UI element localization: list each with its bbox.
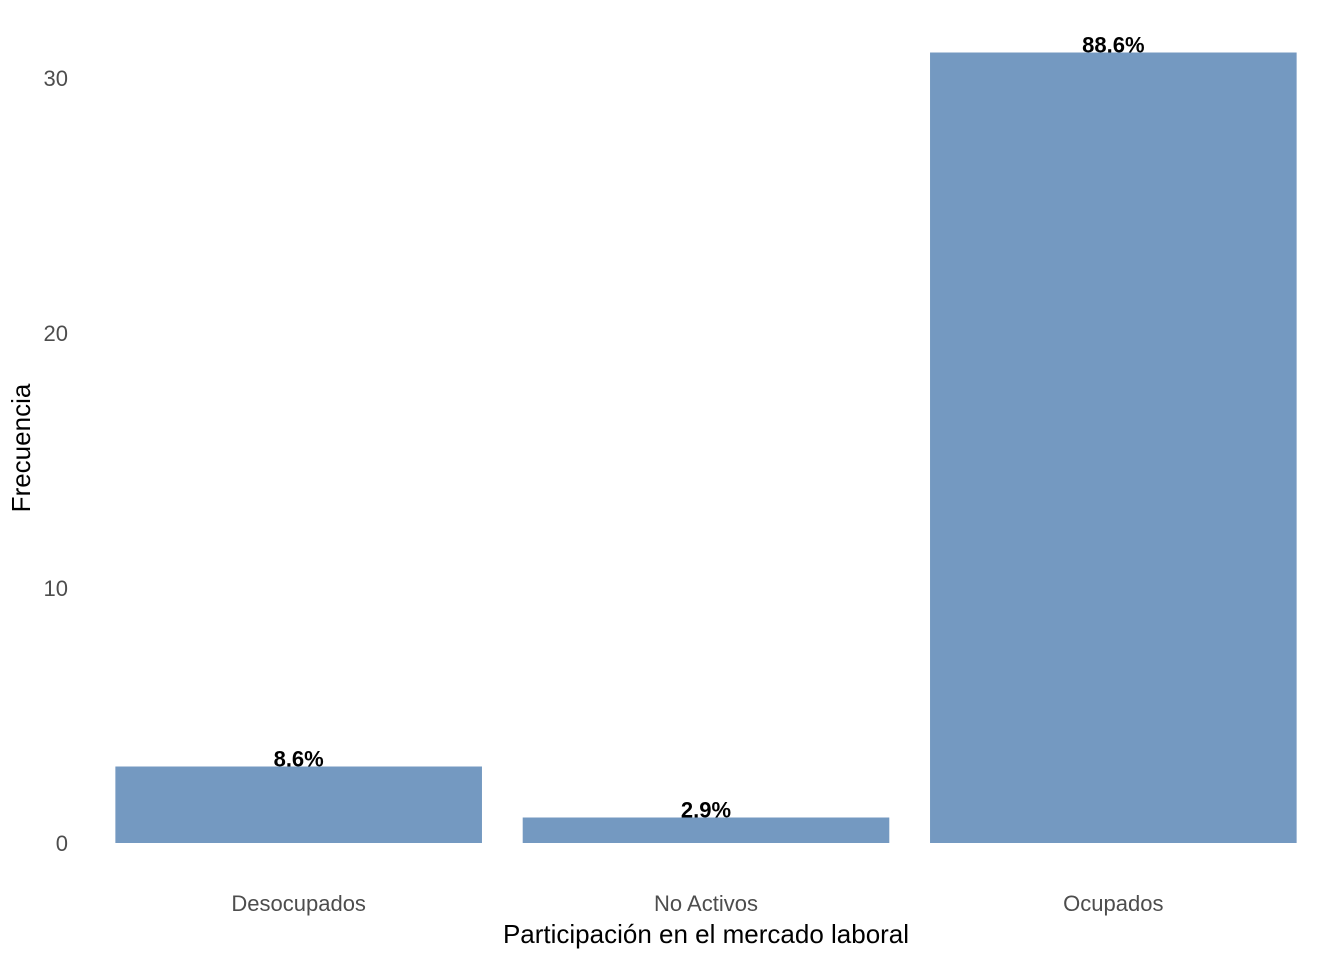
y-tick-label: 20 [44, 321, 68, 346]
bar [930, 52, 1297, 843]
x-axis-title: Participación en el mercado laboral [503, 919, 909, 949]
x-tick-label: No Activos [654, 891, 758, 916]
y-tick-label: 0 [56, 831, 68, 856]
bar-data-label: 88.6% [1082, 33, 1144, 58]
x-tick-label: Ocupados [1063, 891, 1163, 916]
bar-data-label: 8.6% [274, 747, 324, 772]
bar [522, 817, 890, 843]
y-axis-ticks: 0 10 20 30 [44, 66, 68, 856]
y-axis-title: Frecuencia [6, 383, 36, 512]
bar-data-label: 2.9% [681, 798, 731, 823]
x-tick-label: Desocupados [231, 891, 366, 916]
bar [115, 766, 482, 843]
y-tick-label: 30 [44, 66, 68, 91]
bars [115, 52, 1297, 843]
x-axis-ticks: Desocupados No Activos Ocupados [231, 891, 1163, 916]
bar-data-labels: 8.6% 2.9% 88.6% [274, 33, 1145, 823]
y-tick-label: 10 [44, 576, 68, 601]
